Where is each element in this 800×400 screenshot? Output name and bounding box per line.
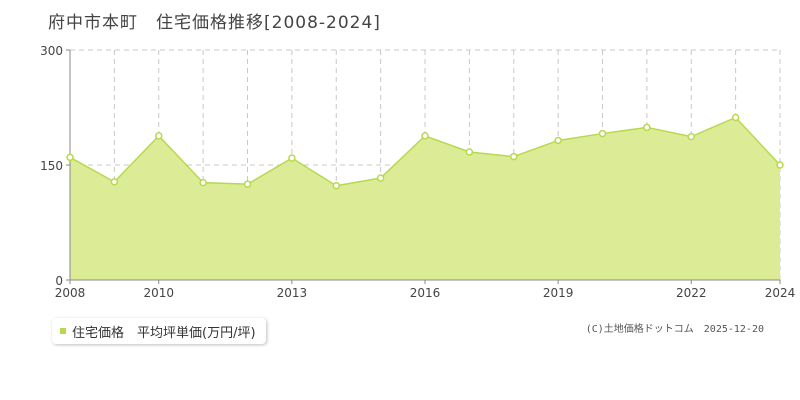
area-fill	[70, 117, 780, 280]
price-chart: 0 150 300 2008 2010 2013 2016 2019 2022 2024	[40, 44, 795, 300]
x-tick-label: 2022	[676, 286, 707, 300]
y-tick-label: 300	[40, 44, 63, 58]
tick-labels: 0 150 300 2008 2010 2013 2016 2019 2022 2024	[40, 44, 795, 300]
data-point	[554, 136, 562, 145]
data-point	[643, 123, 651, 132]
data-markers	[66, 113, 784, 190]
legend[interactable]: 住宅価格 平均坪単価(万円/坪)	[52, 318, 266, 344]
x-tick-label: 2024	[765, 286, 796, 300]
x-tick-label: 2008	[55, 286, 86, 300]
data-point	[110, 178, 119, 186]
y-tick-label: 0	[55, 274, 63, 288]
legend-swatch-icon	[60, 328, 66, 334]
legend-label: 住宅価格 平均坪単価(万円/坪)	[72, 325, 256, 341]
data-point	[421, 132, 429, 140]
copyright-text: (C)土地価格ドットコム 2025-12-20	[585, 324, 764, 335]
data-point	[155, 132, 163, 140]
area-series	[69, 116, 781, 280]
data-point	[776, 161, 784, 169]
data-point	[199, 178, 207, 187]
data-point	[687, 132, 695, 141]
y-tick-label: 150	[40, 159, 63, 173]
data-point	[598, 129, 607, 138]
data-point	[332, 181, 340, 190]
chart-title: 府中市本町 住宅価格推移[2008-2024]	[48, 13, 381, 33]
x-tick-label: 2016	[410, 286, 441, 300]
x-tick-label: 2013	[277, 286, 308, 300]
data-point	[731, 113, 740, 122]
data-point	[510, 152, 518, 161]
data-point	[243, 180, 252, 188]
data-point	[288, 154, 296, 162]
data-point	[465, 148, 474, 156]
data-point	[376, 174, 385, 182]
data-point	[66, 153, 74, 162]
x-tick-label: 2019	[543, 286, 574, 300]
axes	[66, 49, 781, 284]
x-tick-label: 2010	[143, 286, 174, 300]
